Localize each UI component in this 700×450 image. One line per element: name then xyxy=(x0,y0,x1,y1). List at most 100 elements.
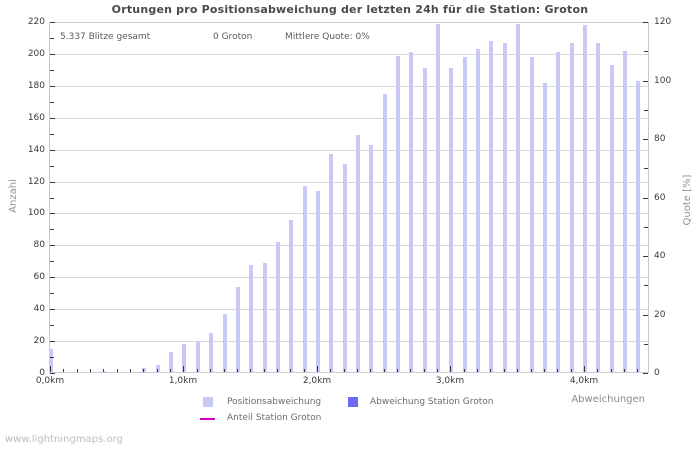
x-minor-tick xyxy=(624,369,625,372)
x-minor-tick xyxy=(597,369,598,372)
y-minor-tick-left xyxy=(50,261,54,262)
x-minor-tick xyxy=(637,369,638,372)
x-minor-tick xyxy=(103,369,104,372)
bar xyxy=(329,154,333,373)
gridline xyxy=(50,86,648,87)
bar xyxy=(423,68,427,373)
y-tick-label-right: 20 xyxy=(654,310,666,320)
gridline xyxy=(50,245,648,246)
y-minor-tick-left xyxy=(50,325,54,326)
bar xyxy=(570,43,574,373)
y-tick-right xyxy=(643,81,648,82)
y-tick-label-right: 100 xyxy=(654,76,672,86)
y-minor-tick-left xyxy=(50,134,54,135)
bar xyxy=(303,186,307,373)
bar xyxy=(369,145,373,373)
x-major-tick xyxy=(50,366,51,372)
y-tick-label-right: 80 xyxy=(654,134,666,144)
watermark: www.lightningmaps.org xyxy=(5,434,123,445)
bar xyxy=(503,43,507,373)
y-minor-tick-right xyxy=(644,51,648,52)
y-tick-label-left: 120 xyxy=(27,177,45,187)
bar xyxy=(383,94,387,373)
y-minor-tick-right xyxy=(644,227,648,228)
gridline xyxy=(50,309,648,310)
y-tick-label-left: 40 xyxy=(33,304,45,314)
x-minor-tick xyxy=(504,369,505,372)
info-station-count: 0 Groton xyxy=(213,32,253,42)
x-minor-tick xyxy=(557,369,558,372)
x-minor-tick xyxy=(143,369,144,372)
y-minor-tick-left xyxy=(50,70,54,71)
y-tick-left xyxy=(50,245,55,246)
x-minor-tick xyxy=(130,369,131,372)
x-minor-tick xyxy=(531,369,532,372)
x-minor-tick xyxy=(410,369,411,372)
bar xyxy=(396,56,400,373)
y-tick-label-left: 180 xyxy=(27,81,45,91)
y-tick-left xyxy=(50,86,55,87)
y-tick-label-left: 100 xyxy=(27,208,45,218)
x-minor-tick xyxy=(330,369,331,372)
x-minor-tick xyxy=(464,369,465,372)
x-minor-tick xyxy=(357,369,358,372)
x-minor-tick xyxy=(397,369,398,372)
x-major-tick xyxy=(317,366,318,372)
bar xyxy=(236,287,240,373)
bar xyxy=(556,52,560,373)
gridline xyxy=(50,54,648,55)
x-minor-tick xyxy=(304,369,305,372)
x-minor-tick xyxy=(170,369,171,372)
x-minor-tick xyxy=(384,369,385,372)
gridline xyxy=(50,118,648,119)
bar xyxy=(436,24,440,373)
y-minor-tick-left xyxy=(50,198,54,199)
x-minor-tick xyxy=(290,369,291,372)
x-minor-tick xyxy=(197,369,198,372)
gridline xyxy=(50,277,648,278)
x-minor-tick xyxy=(370,369,371,372)
y-tick-left xyxy=(50,341,55,342)
y-minor-tick-right xyxy=(644,344,648,345)
x-minor-tick xyxy=(437,369,438,372)
y-tick-right xyxy=(643,373,648,374)
gridline xyxy=(50,213,648,214)
y-tick-left xyxy=(50,54,55,55)
y-tick-label-right: 60 xyxy=(654,193,666,203)
y-tick-right xyxy=(643,256,648,257)
bar xyxy=(289,220,293,373)
y-tick-right xyxy=(643,198,648,199)
bar xyxy=(449,68,453,373)
x-minor-tick xyxy=(571,369,572,372)
gridline xyxy=(50,150,648,151)
y-tick-label-left: 80 xyxy=(33,240,45,250)
y-tick-right xyxy=(643,139,648,140)
bar xyxy=(343,164,347,373)
y-minor-tick-right xyxy=(644,110,648,111)
x-minor-tick xyxy=(424,369,425,372)
x-minor-tick xyxy=(157,369,158,372)
bar xyxy=(249,265,253,373)
y-tick-left xyxy=(50,182,55,183)
y-minor-tick-right xyxy=(644,285,648,286)
y-tick-label-left: 0 xyxy=(39,368,45,378)
y-tick-label-left: 220 xyxy=(27,17,45,27)
bar xyxy=(489,41,493,373)
y-minor-tick-right xyxy=(644,168,648,169)
y-minor-tick-left xyxy=(50,357,54,358)
bar xyxy=(530,57,534,373)
x-minor-tick xyxy=(224,369,225,372)
y-tick-label-right: 120 xyxy=(654,17,672,27)
bar xyxy=(610,65,614,373)
y-tick-right xyxy=(643,315,648,316)
y-tick-left xyxy=(50,213,55,214)
bar xyxy=(49,349,53,373)
x-minor-tick xyxy=(277,369,278,372)
legend-label-abweichung-station: Abweichung Station Groton xyxy=(370,397,494,407)
y-axis-label-left: Anzahl xyxy=(8,179,19,213)
bar xyxy=(209,333,213,373)
legend-swatch-positionsabweichung xyxy=(203,397,213,407)
x-minor-tick xyxy=(77,369,78,372)
y-tick-label-left: 140 xyxy=(27,145,45,155)
